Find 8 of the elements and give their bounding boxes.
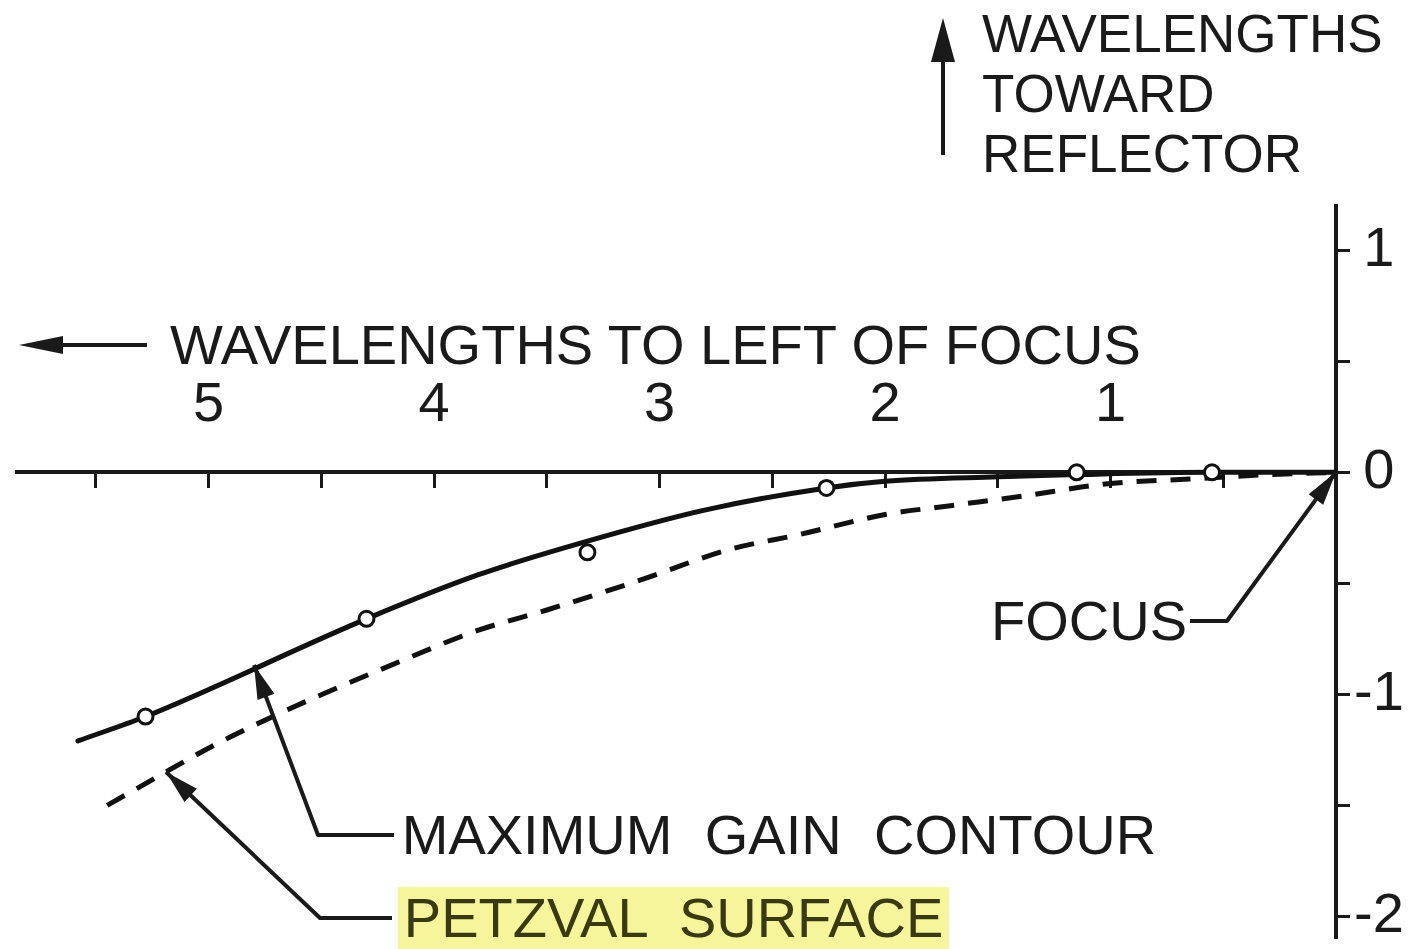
y-tick-label: 1	[1363, 214, 1395, 278]
y-axis-title: WAVELENGTHS TOWARD REFLECTOR	[982, 4, 1383, 184]
y-tick-label: 0	[1363, 436, 1395, 500]
annotation: FOCUS	[991, 589, 1187, 653]
annotation: PETZVAL SURFACE	[397, 886, 950, 949]
annotation: MAXIMUM GAIN CONTOUR	[401, 803, 1157, 867]
y-tick-label: -2	[1354, 880, 1404, 944]
y-tick-label: -1	[1354, 658, 1404, 722]
